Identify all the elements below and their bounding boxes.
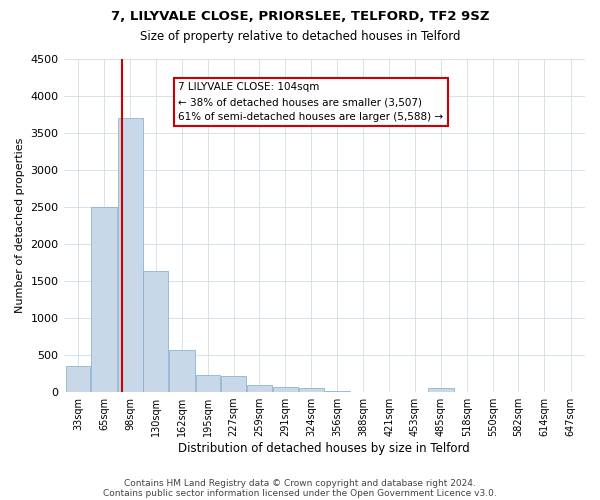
Bar <box>247 385 272 392</box>
Bar <box>118 118 143 392</box>
Text: Contains HM Land Registry data © Crown copyright and database right 2024.: Contains HM Land Registry data © Crown c… <box>124 478 476 488</box>
Bar <box>65 366 91 392</box>
Bar <box>91 207 117 392</box>
Bar <box>169 350 195 392</box>
Bar <box>299 388 324 392</box>
Text: 7, LILYVALE CLOSE, PRIORSLEE, TELFORD, TF2 9SZ: 7, LILYVALE CLOSE, PRIORSLEE, TELFORD, T… <box>111 10 489 23</box>
Bar <box>428 388 454 392</box>
Text: 7 LILYVALE CLOSE: 104sqm
← 38% of detached houses are smaller (3,507)
61% of sem: 7 LILYVALE CLOSE: 104sqm ← 38% of detach… <box>178 82 443 122</box>
Bar <box>272 386 298 392</box>
Bar <box>196 376 220 392</box>
X-axis label: Distribution of detached houses by size in Telford: Distribution of detached houses by size … <box>178 442 470 455</box>
Bar <box>221 376 246 392</box>
Bar <box>143 272 168 392</box>
Text: Contains public sector information licensed under the Open Government Licence v3: Contains public sector information licen… <box>103 488 497 498</box>
Y-axis label: Number of detached properties: Number of detached properties <box>15 138 25 313</box>
Text: Size of property relative to detached houses in Telford: Size of property relative to detached ho… <box>140 30 460 43</box>
